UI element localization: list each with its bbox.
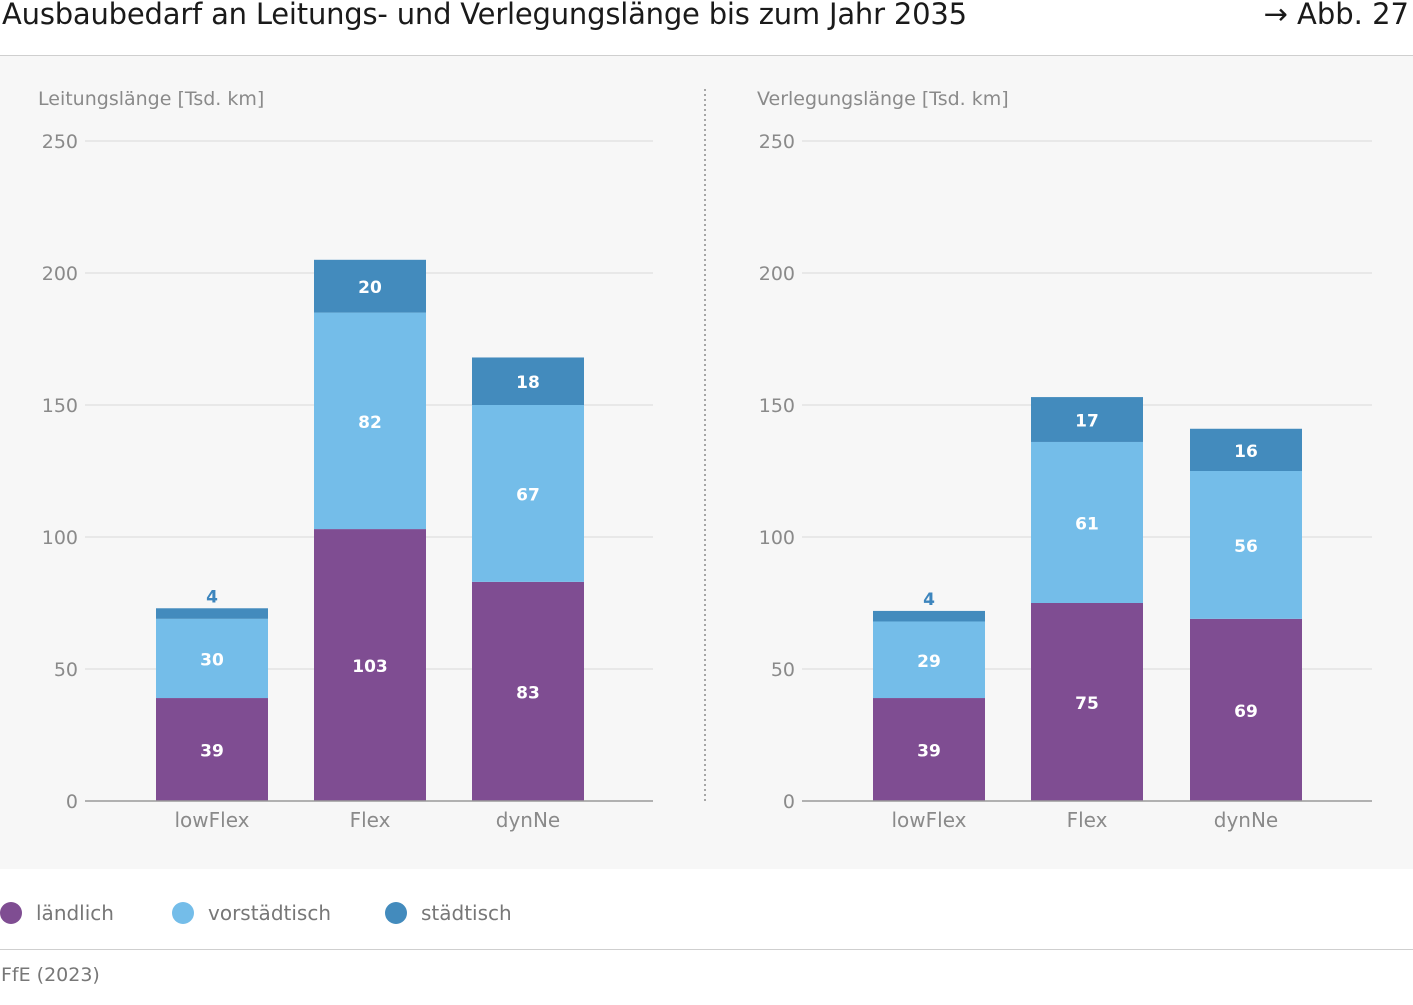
bar-segment-laendlich [1031,603,1143,801]
data-label: 20 [358,278,382,298]
y-axis-label: Verlegungslänge [Tsd. km] [757,88,1009,110]
x-tick-label: dynNe [496,808,560,832]
legend-item-staedtisch: städtisch [385,893,512,933]
y-tick-label: 250 [759,131,795,153]
bar-segment-staedtisch [1190,428,1302,471]
data-label: 39 [917,742,941,762]
data-label: 103 [352,657,388,677]
y-tick-label: 100 [42,527,78,549]
legend-swatch-staedtisch [385,902,407,924]
legend-swatch-vorstaedtisch [172,902,194,924]
legend-swatch-laendlich [0,902,22,924]
x-tick-label: Flex [1067,808,1108,832]
data-label: 67 [516,485,540,505]
bar-segment-laendlich [156,698,268,801]
y-tick-label: 50 [771,659,795,681]
chart-panel: Leitungslänge [Tsd. km] 0 50 100 150 200 250 39… [0,56,1413,869]
data-label: 69 [1234,702,1258,722]
chart-title: Ausbaubedarf an Leitungs- und Verlegungs… [2,0,967,31]
y-tick-label: 150 [42,395,78,417]
data-label: 17 [1075,412,1099,432]
bar-segment-vorstaedtisch [873,621,985,699]
data-label: 75 [1075,694,1099,714]
header: Ausbaubedarf an Leitungs- und Verlegungs… [0,0,1413,56]
bar-segment-vorstaedtisch [156,618,268,699]
bar-segment-vorstaedtisch [1031,441,1143,603]
y-tick-label: 200 [759,263,795,285]
legend-label: städtisch [421,901,512,925]
legend-label: vorstädtisch [208,901,331,925]
data-label: 83 [516,683,540,703]
bar-segment-laendlich [873,698,985,801]
y-tick-label: 50 [54,659,78,681]
y-tick-label: 0 [783,791,795,813]
source-note: FfE (2023) [1,964,100,986]
x-tick-label: Flex [350,808,391,832]
bar-segment-vorstaedtisch [1190,471,1302,619]
figure-reference-link[interactable]: → Abb. 27 [1263,0,1409,31]
data-label: 61 [1075,514,1099,534]
bar-segment-staedtisch [314,259,426,313]
footer-divider [0,949,1413,950]
data-label: 18 [516,373,540,393]
y-tick-label: 250 [42,131,78,153]
bar-segment-staedtisch [156,608,268,619]
data-label: 29 [917,652,941,672]
bar-segment-laendlich [1190,618,1302,801]
y-axis-label: Leitungslänge [Tsd. km] [38,88,264,110]
legend-item-vorstaedtisch: vorstädtisch [172,893,331,933]
data-label: 16 [1234,442,1258,462]
legend-label: ländlich [36,901,114,925]
x-tick-label: lowFlex [175,808,250,832]
y-tick-label: 100 [759,527,795,549]
y-tick-label: 200 [42,263,78,285]
data-label: 4 [206,587,218,607]
legend: ländlich vorstädtisch städtisch [0,893,1413,933]
bar-segment-staedtisch [472,357,584,405]
bar-segment-staedtisch [1031,397,1143,442]
data-label: 39 [200,742,224,762]
bar-segment-laendlich [314,529,426,801]
bar-segment-vorstaedtisch [314,312,426,530]
data-label: 56 [1234,537,1258,557]
bar-segment-vorstaedtisch [472,405,584,582]
y-tick-label: 0 [66,791,78,813]
data-label: 4 [923,590,935,610]
bar-segment-staedtisch [873,610,985,622]
x-tick-label: dynNe [1214,808,1278,832]
data-label: 82 [358,413,382,433]
chart-canvas: Leitungslänge [Tsd. km]05010015020025039… [38,88,1372,832]
data-label: 30 [200,650,224,670]
y-tick-label: 150 [759,395,795,417]
legend-item-laendlich: ländlich [0,893,114,933]
bar-segment-laendlich [472,581,584,801]
x-tick-label: lowFlex [892,808,967,832]
